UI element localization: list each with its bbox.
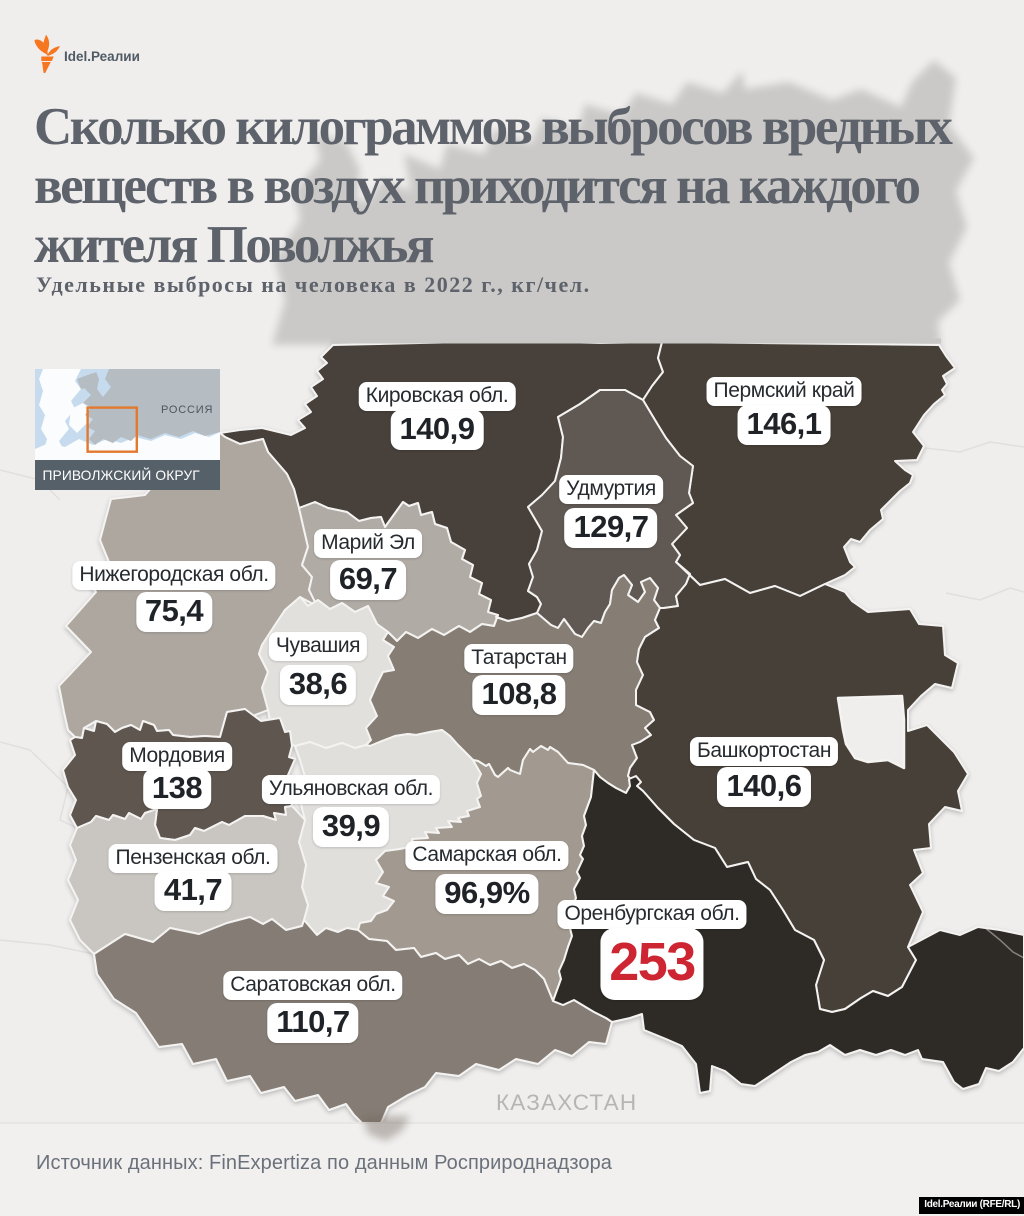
svg-text:Idel.Реалии: Idel.Реалии [64, 49, 140, 64]
svg-text:РОССИЯ: РОССИЯ [161, 404, 213, 416]
svg-text:ПРИВОЛЖСКИЙ ОКРУГ: ПРИВОЛЖСКИЙ ОКРУГ [43, 466, 201, 483]
